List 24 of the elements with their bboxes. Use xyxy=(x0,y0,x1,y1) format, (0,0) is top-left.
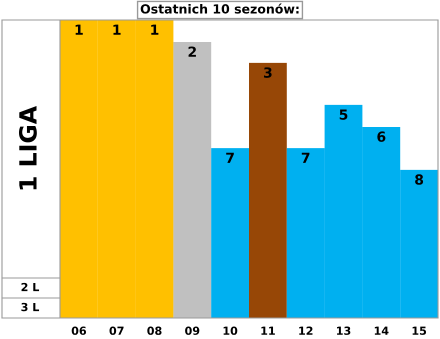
x-tick-label: 14 xyxy=(374,326,389,335)
annotation: 7 xyxy=(226,152,234,163)
annotation: 1 xyxy=(151,24,158,35)
x-tick-label: 15 xyxy=(412,326,426,335)
x-tick-label: 07 xyxy=(110,326,124,335)
annotation: 6 xyxy=(377,131,386,142)
x-tick-label: 09 xyxy=(185,326,200,335)
x-tick-label: 08 xyxy=(147,326,162,335)
annotation: 8 xyxy=(415,174,424,185)
annotation: 1 xyxy=(113,24,121,35)
x-tick-label: 10 xyxy=(224,326,238,335)
text: 3 L xyxy=(21,302,40,312)
x-tick-label: 13 xyxy=(337,326,350,335)
annotation: 3 xyxy=(264,67,272,78)
y-axis-title: 1 LIGA xyxy=(18,106,37,190)
annotation: 1 xyxy=(76,24,83,35)
annotation: 2 xyxy=(188,46,196,57)
x-tick-label: 06 xyxy=(72,326,86,335)
x-tick-label: 12 xyxy=(299,326,312,335)
text: 2 L xyxy=(22,282,40,292)
x-tick-label: 11 xyxy=(261,326,275,335)
annotation: 5 xyxy=(340,110,348,120)
chart-title: Ostatnich 10 sezonów: xyxy=(140,3,299,14)
annotation: 7 xyxy=(302,152,310,163)
